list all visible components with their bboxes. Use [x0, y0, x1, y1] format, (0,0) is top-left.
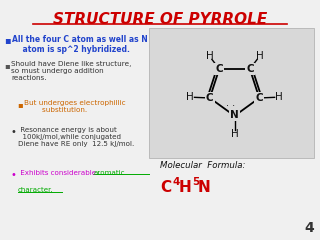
Text: H: H [178, 180, 191, 195]
Text: STRUCTURE OF PYRROLE: STRUCTURE OF PYRROLE [53, 12, 267, 27]
Text: N: N [198, 180, 211, 195]
Text: ▪: ▪ [4, 61, 10, 70]
Text: Resonance energy is about
  100kJ/mol,while conjugated
Diene have RE only  12.5 : Resonance energy is about 100kJ/mol,whil… [18, 127, 134, 147]
Text: Should have Diene like structure,
so must undergo addition
reactions.: Should have Diene like structure, so mus… [11, 61, 131, 81]
Text: Exhibits considerable: Exhibits considerable [18, 170, 98, 176]
Text: C: C [246, 64, 254, 74]
Text: aromatic: aromatic [93, 170, 125, 176]
FancyBboxPatch shape [149, 28, 314, 158]
Text: · ·: · · [226, 101, 235, 111]
Text: 5: 5 [192, 177, 199, 187]
Text: ▪: ▪ [4, 35, 11, 45]
Text: H: H [275, 92, 283, 102]
Text: All the four C atom as well as N
    atom is sp^2 hybridized.: All the four C atom as well as N atom is… [12, 35, 148, 54]
Text: 4: 4 [304, 222, 314, 235]
Text: •: • [10, 127, 16, 137]
Text: But undergoes electrophillic
        substitution.: But undergoes electrophillic substitutio… [24, 100, 126, 113]
Text: N: N [230, 110, 239, 120]
Text: Molecular  Formula:: Molecular Formula: [160, 161, 245, 170]
Text: H: H [256, 51, 264, 61]
Text: H: H [187, 92, 194, 102]
Text: H: H [205, 51, 213, 61]
Text: H: H [231, 129, 238, 139]
Text: •: • [10, 170, 16, 180]
Text: C: C [160, 180, 171, 195]
Text: C: C [255, 93, 263, 103]
Text: C: C [206, 93, 214, 103]
Text: ▪: ▪ [17, 100, 23, 109]
Text: character.: character. [18, 187, 54, 193]
Text: 4: 4 [172, 177, 180, 187]
Text: C: C [215, 64, 223, 74]
